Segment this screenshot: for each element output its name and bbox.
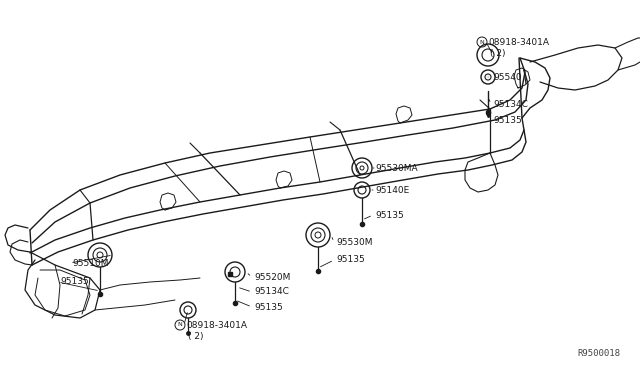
- Text: 95134C: 95134C: [254, 288, 289, 296]
- Text: 95520M: 95520M: [254, 273, 291, 282]
- Text: 95135: 95135: [493, 115, 522, 125]
- Text: ( 2): ( 2): [188, 333, 204, 341]
- Text: 95135: 95135: [60, 278, 89, 286]
- Text: 95510M: 95510M: [72, 259, 109, 267]
- Text: 95140E: 95140E: [375, 186, 409, 195]
- Text: 95135: 95135: [254, 302, 283, 311]
- Text: 95135: 95135: [336, 256, 365, 264]
- Text: ( 2): ( 2): [490, 48, 506, 58]
- Text: 08918-3401A: 08918-3401A: [488, 38, 549, 46]
- Text: 08918-3401A: 08918-3401A: [186, 321, 247, 330]
- Text: 95540: 95540: [493, 73, 522, 81]
- Text: 95530MA: 95530MA: [375, 164, 418, 173]
- Text: 95530M: 95530M: [336, 237, 372, 247]
- Text: R9500018: R9500018: [577, 349, 620, 358]
- Text: N: N: [479, 39, 484, 45]
- Text: N: N: [178, 323, 182, 327]
- Text: 95135: 95135: [375, 211, 404, 219]
- Text: 95134C: 95134C: [493, 99, 528, 109]
